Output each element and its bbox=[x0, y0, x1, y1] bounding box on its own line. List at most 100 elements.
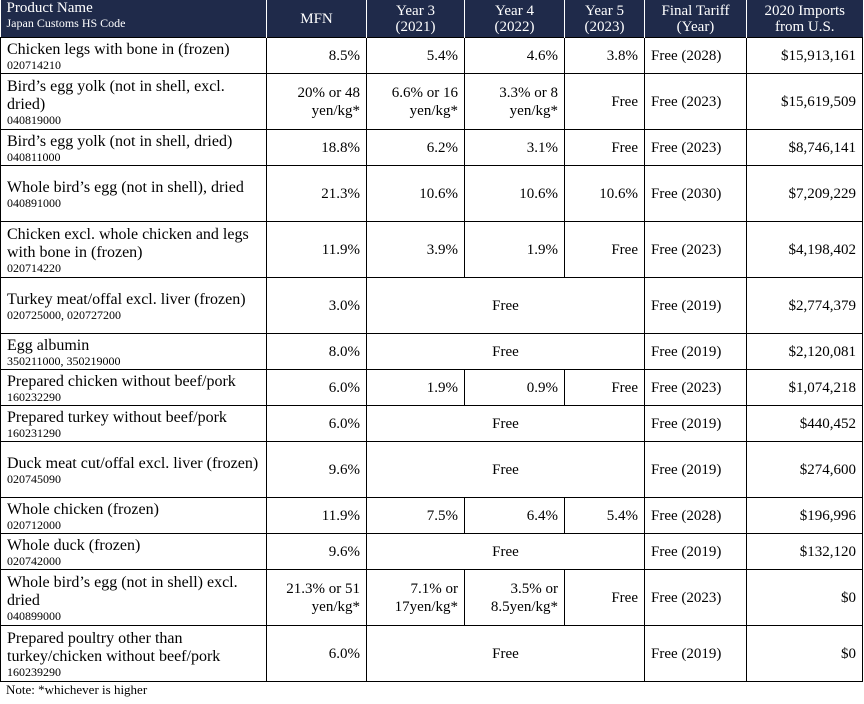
hs-code: 160231290 bbox=[7, 425, 61, 440]
final-tariff-cell: Free (2019) bbox=[644, 277, 747, 334]
year4-label: Year 4 bbox=[495, 2, 534, 19]
hs-code: 160239290 bbox=[7, 664, 61, 679]
final-tariff-cell: Free (2023) bbox=[644, 221, 747, 278]
product-name: Chicken legs with bone in (frozen) bbox=[7, 40, 230, 58]
mfn-cell: 3.0% bbox=[266, 277, 367, 334]
final-tariff-cell: Free (2023) bbox=[644, 369, 747, 406]
mfn-cell: 6.0% bbox=[266, 405, 367, 442]
imports-cell: $15,913,161 bbox=[746, 37, 863, 74]
table-row: Whole chicken (frozen) 020712000 11.9% 7.5%… bbox=[0, 497, 863, 534]
staged-rate-cell: Free bbox=[366, 533, 645, 570]
imports-header: 2020 Imports from U.S. bbox=[746, 0, 863, 38]
year4-cell: 3.1% bbox=[464, 129, 565, 166]
year4-cell: 3.5% or 8.5yen/kg* bbox=[464, 569, 565, 626]
final-tariff-year: (Year) bbox=[676, 18, 715, 35]
product-cell: Whole bird’s egg (not in shell), dried 04… bbox=[0, 165, 267, 222]
imports-cell: $440,452 bbox=[746, 405, 863, 442]
table-row: Egg albumin 350211000, 350219000 8.0% Free F… bbox=[0, 333, 863, 370]
final-tariff-cell: Free (2019) bbox=[644, 333, 747, 370]
year4-cell: 0.9% bbox=[464, 369, 565, 406]
staged-rate-cell: Free bbox=[366, 277, 645, 334]
imports-cell: $0 bbox=[746, 625, 863, 682]
table-row: Prepared chicken without beef/pork 160232… bbox=[0, 369, 863, 406]
year5-cell: Free bbox=[564, 369, 645, 406]
year5-cell: 3.8% bbox=[564, 37, 645, 74]
mfn-cell: 21.3% bbox=[266, 165, 367, 222]
year4-cell: 4.6% bbox=[464, 37, 565, 74]
hs-code: 040891000 bbox=[7, 195, 61, 210]
product-name: Turkey meat/offal excl. liver (frozen) bbox=[7, 290, 246, 308]
mfn-header: MFN bbox=[266, 0, 367, 38]
product-name: Chicken excl. whole chicken and legs wit… bbox=[7, 225, 249, 261]
year5-year: (2023) bbox=[584, 18, 625, 35]
year5-cell: 10.6% bbox=[564, 165, 645, 222]
product-name: Duck meat cut/offal excl. liver (frozen) bbox=[7, 454, 259, 472]
header-row: Product Name Japan Customs HS Code MFN Y… bbox=[0, 0, 863, 38]
year4-cell: 3.3% or 8 yen/kg* bbox=[464, 73, 565, 130]
hs-code: 020745090 bbox=[7, 471, 61, 486]
mfn-cell: 20% or 48 yen/kg* bbox=[266, 73, 367, 130]
product-name: Prepared poultry other than turkey/chick… bbox=[7, 629, 221, 665]
table-row: Bird’s egg yolk (not in shell, excl. dri… bbox=[0, 73, 863, 130]
imports-cell: $7,209,229 bbox=[746, 165, 863, 222]
hs-code: 040899000 bbox=[7, 608, 61, 623]
staged-rate-cell: Free bbox=[366, 405, 645, 442]
table-row: Whole duck (frozen) 020742000 9.6% Free Free… bbox=[0, 533, 863, 570]
year5-cell: Free bbox=[564, 221, 645, 278]
product-name: Whole duck (frozen) bbox=[7, 536, 141, 554]
product-cell: Bird’s egg yolk (not in shell, excl. dri… bbox=[0, 73, 267, 130]
table-row: Whole bird’s egg (not in shell) excl. dr… bbox=[0, 569, 863, 626]
year5-cell: Free bbox=[564, 129, 645, 166]
year3-cell: 6.2% bbox=[366, 129, 465, 166]
mfn-cell: 21.3% or 51 yen/kg* bbox=[266, 569, 367, 626]
product-name: Whole bird’s egg (not in shell), dried bbox=[7, 178, 244, 196]
mfn-cell: 8.5% bbox=[266, 37, 367, 74]
year3-cell: 3.9% bbox=[366, 221, 465, 278]
final-tariff-header: Final Tariff (Year) bbox=[644, 0, 747, 38]
product-name: Whole chicken (frozen) bbox=[7, 500, 159, 518]
year4-cell: 10.6% bbox=[464, 165, 565, 222]
tariff-table: Product Name Japan Customs HS Code MFN Y… bbox=[0, 0, 863, 682]
year3-header: Year 3 (2021) bbox=[366, 0, 465, 38]
imports-cell: $274,600 bbox=[746, 441, 863, 498]
final-tariff-cell: Free (2019) bbox=[644, 441, 747, 498]
year5-cell: 5.4% bbox=[564, 497, 645, 534]
product-name: Whole bird’s egg (not in shell) excl. dr… bbox=[7, 573, 238, 609]
final-tariff-cell: Free (2023) bbox=[644, 569, 747, 626]
year4-year: (2022) bbox=[494, 18, 535, 35]
final-tariff-cell: Free (2023) bbox=[644, 73, 747, 130]
year3-cell: 6.6% or 16 yen/kg* bbox=[366, 73, 465, 130]
hs-code: 160232290 bbox=[7, 389, 61, 404]
year5-label: Year 5 bbox=[585, 2, 624, 19]
hs-code: 020714210 bbox=[7, 57, 61, 72]
staged-rate-cell: Free bbox=[366, 441, 645, 498]
table-row: Prepared turkey without beef/pork 1602312… bbox=[0, 405, 863, 442]
final-tariff-cell: Free (2028) bbox=[644, 37, 747, 74]
imports-label: 2020 Imports bbox=[764, 2, 845, 19]
product-name: Egg albumin bbox=[7, 336, 90, 354]
product-name: Bird’s egg yolk (not in shell, dried) bbox=[7, 132, 233, 150]
year3-cell: 1.9% bbox=[366, 369, 465, 406]
table-body: Chicken legs with bone in (frozen) 020714… bbox=[0, 37, 863, 682]
table-row: Duck meat cut/offal excl. liver (frozen)… bbox=[0, 441, 863, 498]
table-row: Whole bird’s egg (not in shell), dried 04… bbox=[0, 165, 863, 222]
final-tariff-cell: Free (2028) bbox=[644, 497, 747, 534]
product-cell: Whole chicken (frozen) 020712000 bbox=[0, 497, 267, 534]
year3-cell: 5.4% bbox=[366, 37, 465, 74]
product-name: Prepared turkey without beef/pork bbox=[7, 408, 227, 426]
product-cell: Prepared poultry other than turkey/chick… bbox=[0, 625, 267, 682]
table-row: Chicken excl. whole chicken and legs wit… bbox=[0, 221, 863, 278]
mfn-cell: 6.0% bbox=[266, 625, 367, 682]
product-cell: Whole duck (frozen) 020742000 bbox=[0, 533, 267, 570]
imports-cell: $132,120 bbox=[746, 533, 863, 570]
product-cell: Whole bird’s egg (not in shell) excl. dr… bbox=[0, 569, 267, 626]
imports-cell: $0 bbox=[746, 569, 863, 626]
imports-source: from U.S. bbox=[774, 18, 835, 35]
mfn-cell: 11.9% bbox=[266, 221, 367, 278]
staged-rate-cell: Free bbox=[366, 333, 645, 370]
hs-code: 020725000, 020727200 bbox=[7, 307, 121, 322]
year3-year: (2021) bbox=[395, 18, 436, 35]
mfn-cell: 11.9% bbox=[266, 497, 367, 534]
table-row: Turkey meat/offal excl. liver (frozen) 02… bbox=[0, 277, 863, 334]
final-tariff-cell: Free (2019) bbox=[644, 625, 747, 682]
